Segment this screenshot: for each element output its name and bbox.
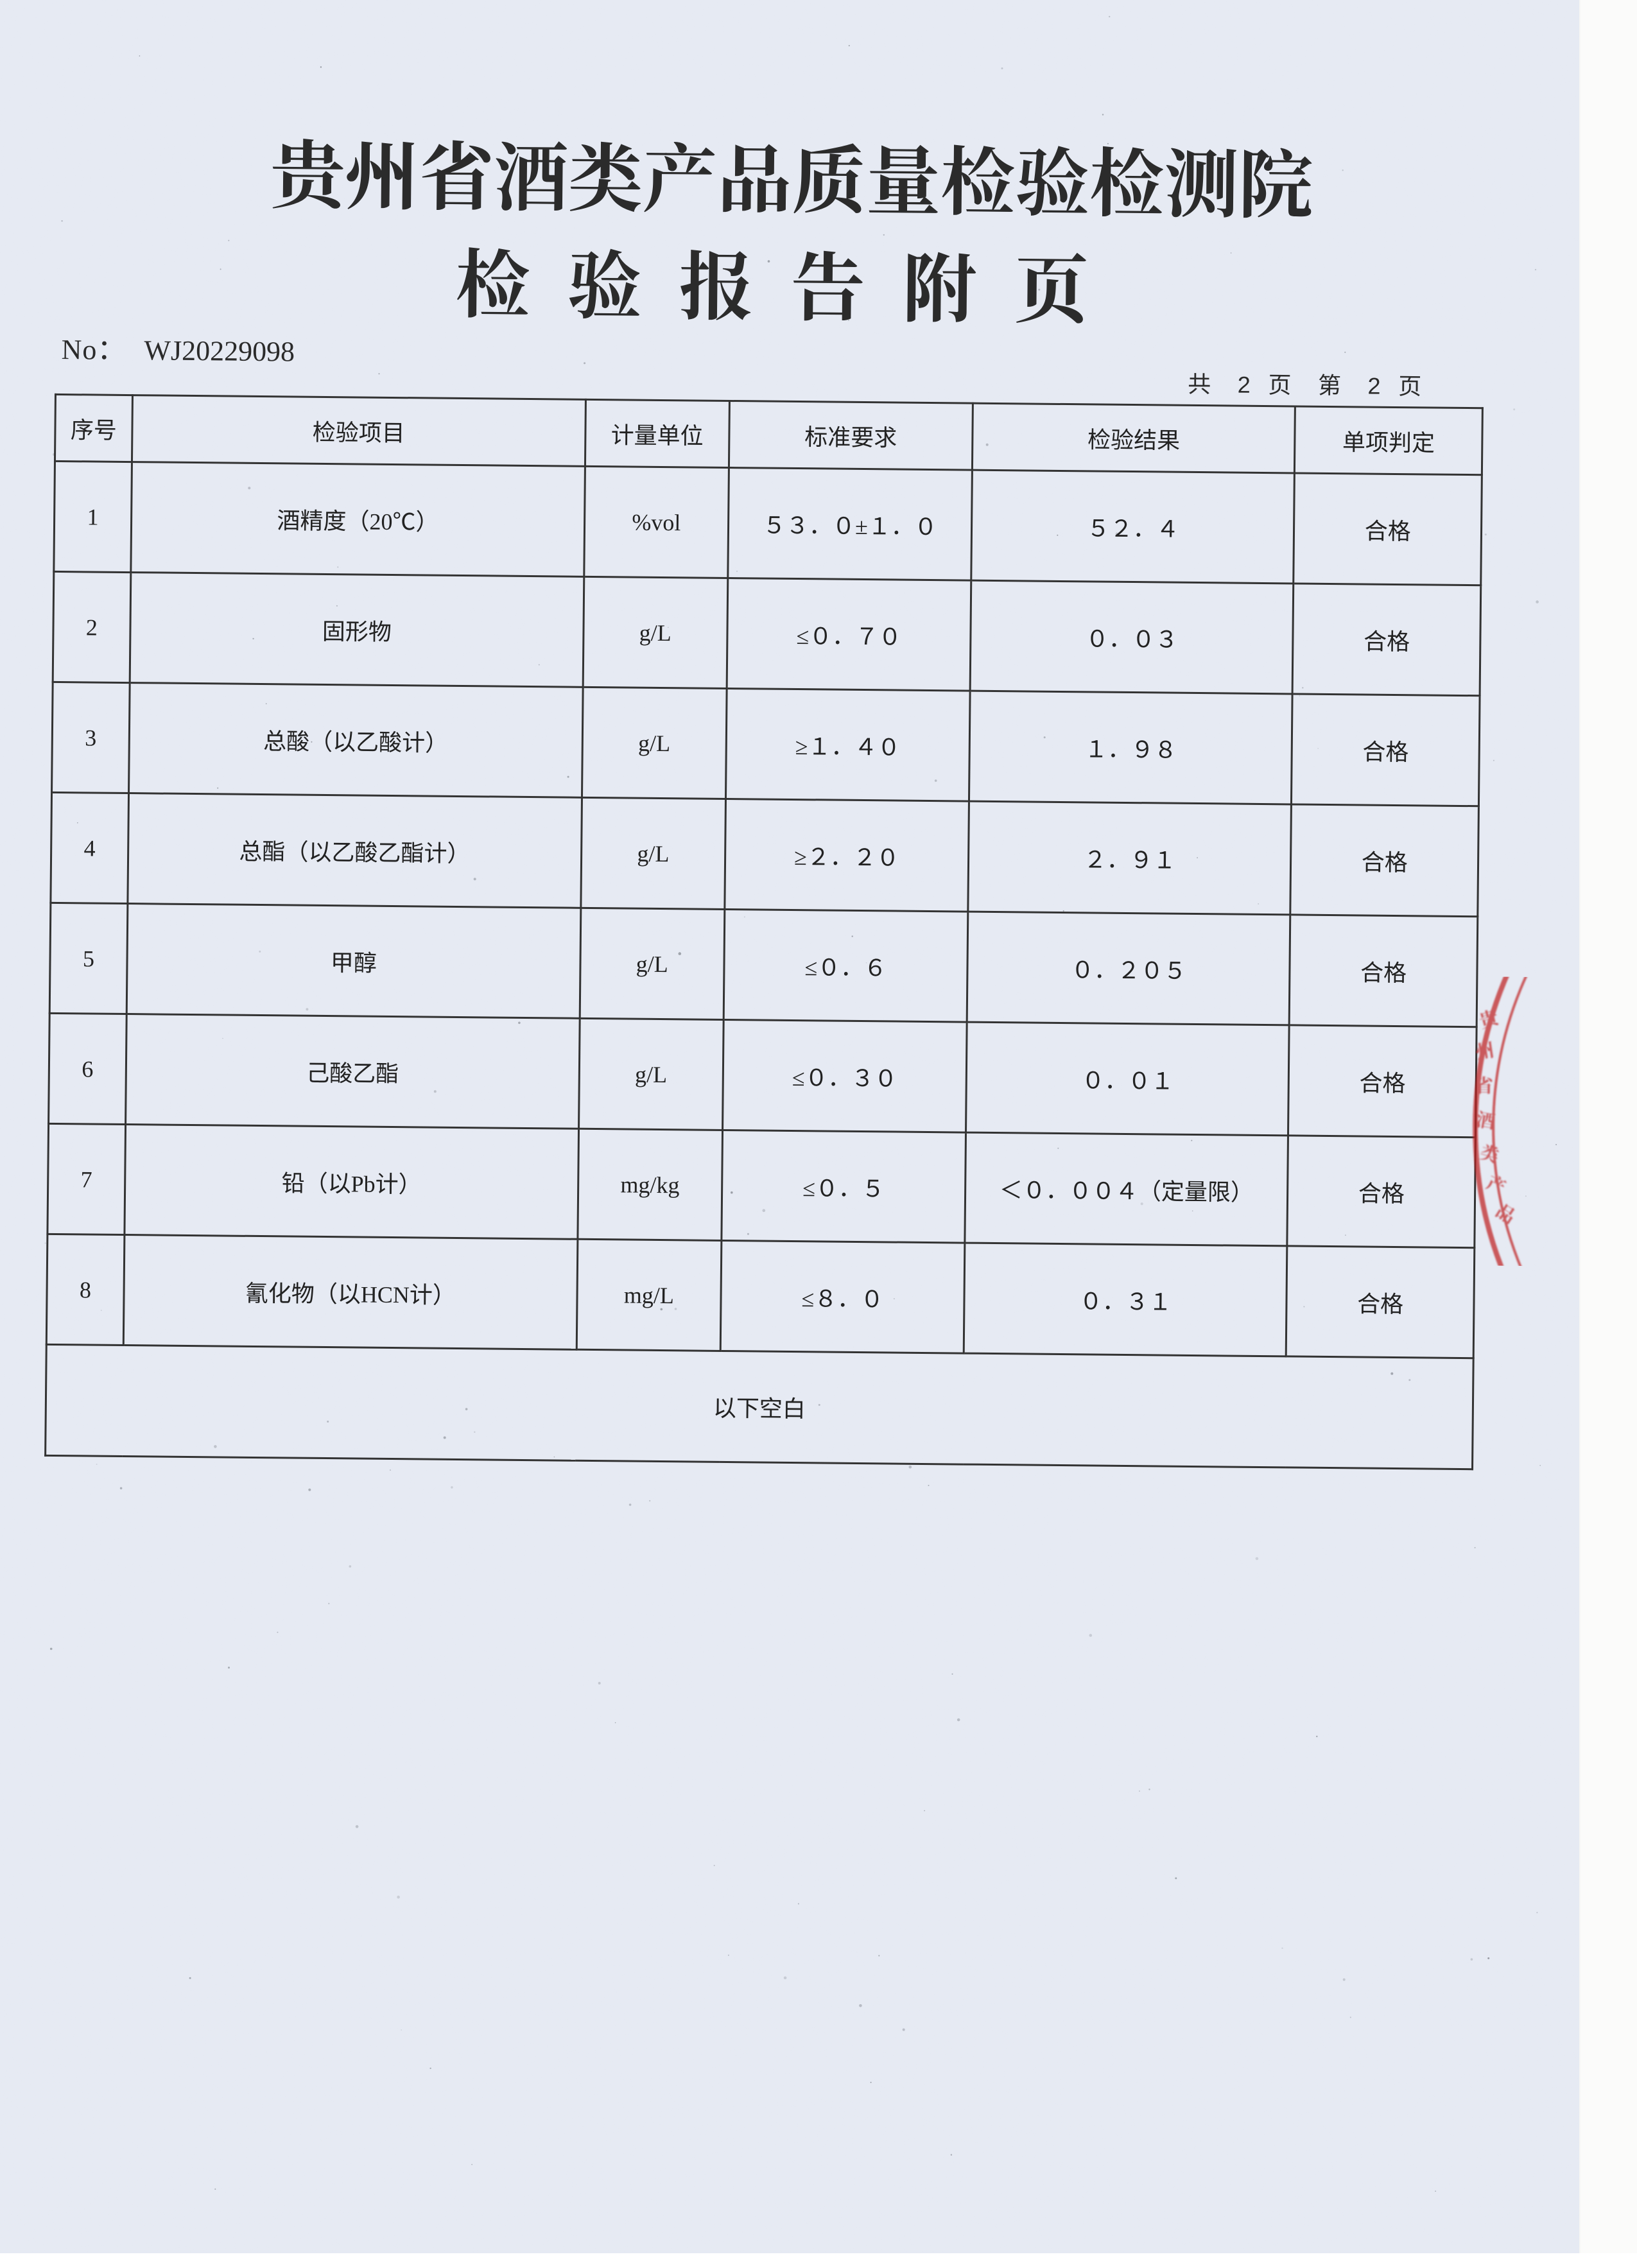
svg-text:省: 省 bbox=[1475, 1071, 1494, 1098]
svg-text:产: 产 bbox=[1482, 1168, 1510, 1200]
svg-text:贵: 贵 bbox=[1476, 1003, 1503, 1034]
svg-text:品: 品 bbox=[1491, 1197, 1521, 1229]
svg-text:州: 州 bbox=[1473, 1035, 1496, 1064]
svg-text:类: 类 bbox=[1477, 1138, 1502, 1169]
